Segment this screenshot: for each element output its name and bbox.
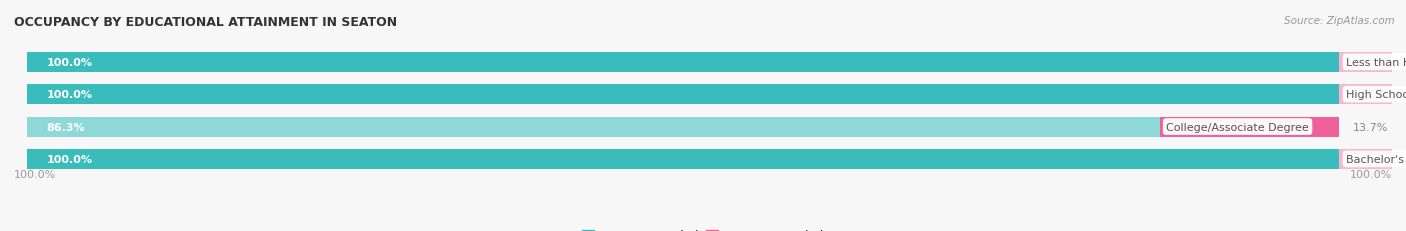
Text: 100.0%: 100.0% bbox=[46, 90, 93, 100]
Bar bbox=[27, 85, 1340, 105]
Text: Source: ZipAtlas.com: Source: ZipAtlas.com bbox=[1284, 16, 1395, 26]
Legend: Owner-occupied, Renter-occupied: Owner-occupied, Renter-occupied bbox=[578, 224, 828, 231]
Text: Bachelor's Degree or higher: Bachelor's Degree or higher bbox=[1346, 154, 1406, 164]
Bar bbox=[1160, 117, 1340, 137]
Bar bbox=[27, 52, 1340, 73]
Text: Less than High School: Less than High School bbox=[1346, 58, 1406, 67]
Bar bbox=[1340, 85, 1406, 105]
Text: 100.0%: 100.0% bbox=[1350, 169, 1392, 179]
Text: 100.0%: 100.0% bbox=[14, 169, 56, 179]
Bar bbox=[27, 149, 1340, 169]
Bar bbox=[27, 85, 1340, 105]
Text: OCCUPANCY BY EDUCATIONAL ATTAINMENT IN SEATON: OCCUPANCY BY EDUCATIONAL ATTAINMENT IN S… bbox=[14, 16, 396, 29]
Text: 100.0%: 100.0% bbox=[46, 58, 93, 67]
Bar bbox=[1340, 52, 1406, 73]
Bar bbox=[27, 117, 1160, 137]
Text: 100.0%: 100.0% bbox=[46, 154, 93, 164]
Bar bbox=[1340, 149, 1406, 169]
Text: 13.7%: 13.7% bbox=[1353, 122, 1388, 132]
Text: 86.3%: 86.3% bbox=[46, 122, 86, 132]
Text: High School Diploma: High School Diploma bbox=[1346, 90, 1406, 100]
Bar bbox=[27, 117, 1340, 137]
Bar bbox=[27, 52, 1340, 73]
Bar bbox=[27, 149, 1340, 169]
Text: College/Associate Degree: College/Associate Degree bbox=[1166, 122, 1309, 132]
